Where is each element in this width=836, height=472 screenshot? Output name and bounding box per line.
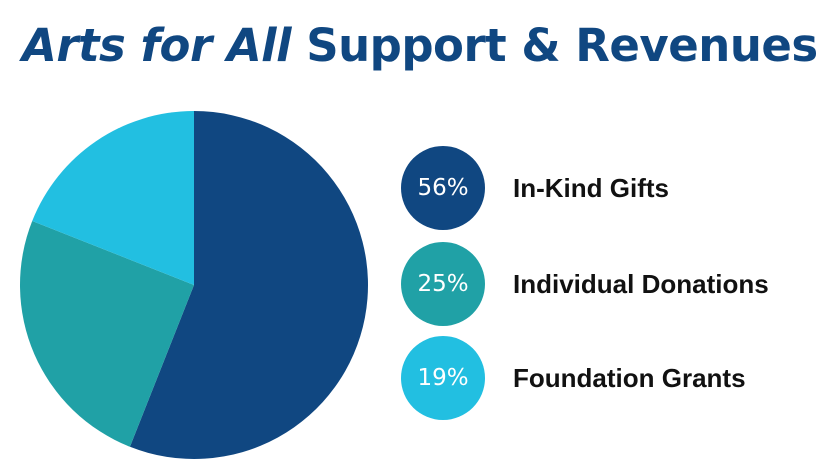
- legend-item-foundation-grants: 19% Foundation Grants: [401, 336, 746, 420]
- legend-item-in-kind-gifts: 56% In-Kind Gifts: [401, 146, 669, 230]
- legend-label-individual-donations: Individual Donations: [513, 268, 769, 299]
- legend-dot-in-kind-gifts: 56%: [401, 146, 485, 230]
- legend-dot-individual-donations: 25%: [401, 242, 485, 326]
- legend-percent-individual-donations: 25%: [417, 271, 469, 297]
- pie-slice-individual-donations: [19, 220, 194, 447]
- legend-dot-foundation-grants: 19%: [401, 336, 485, 420]
- title-italic-part: Arts for All: [22, 19, 292, 72]
- legend-percent-in-kind-gifts: 56%: [417, 175, 469, 201]
- title-main-part: Support & Revenues: [306, 19, 818, 72]
- pie-slice-foundation-grants: [32, 111, 195, 285]
- legend-label-foundation-grants: Foundation Grants: [513, 362, 746, 393]
- pie-slice-in-kind-gifts: [129, 111, 369, 460]
- legend-percent-foundation-grants: 19%: [417, 365, 469, 391]
- legend-item-individual-donations: 25% Individual Donations: [401, 242, 769, 326]
- legend-label-in-kind-gifts: In-Kind Gifts: [513, 172, 669, 203]
- chart-title: Arts for All Support & Revenues: [22, 18, 818, 74]
